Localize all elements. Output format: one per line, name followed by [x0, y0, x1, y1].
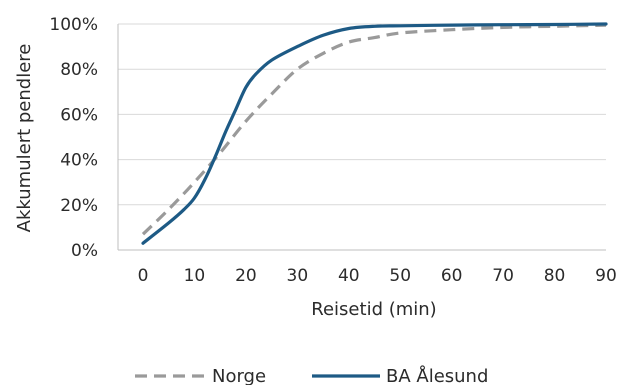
- x-tick-label: 30: [287, 266, 309, 286]
- series-line-norge: [141, 23, 607, 236]
- y-tick-label: 0%: [71, 241, 98, 261]
- tick-label-layer: 0% 20% 40% 60% 80% 100% 0 10 20 30 40 50 60 70 80 90: [49, 15, 616, 286]
- x-tick-label: 20: [235, 266, 257, 286]
- grid-layer: [117, 23, 606, 251]
- legend-label: BA Ålesund: [386, 365, 488, 385]
- y-tick-label: 40%: [60, 151, 98, 171]
- y-axis-title: Akkumulert pendlere: [14, 44, 35, 233]
- x-tick-label: 40: [338, 266, 360, 286]
- x-tick-label: 60: [441, 266, 463, 286]
- x-axis-title: Reisetid (min): [311, 299, 436, 320]
- x-tick-label: 90: [595, 266, 617, 286]
- legend: Norge BA Ålesund: [135, 365, 488, 387]
- x-tick-label: 10: [184, 266, 206, 286]
- x-tick-label: 80: [544, 266, 566, 286]
- legend-label: Norge: [212, 366, 266, 385]
- y-tick-label: 80%: [60, 60, 98, 80]
- y-tick-label: 60%: [60, 105, 98, 125]
- x-tick-label: 0: [138, 266, 149, 286]
- series-line-ba-alesund: [141, 22, 608, 245]
- x-tick-label: 50: [389, 266, 411, 286]
- y-tick-label: 20%: [60, 196, 98, 216]
- x-tick-label: 70: [492, 266, 514, 286]
- y-tick-label: 100%: [49, 15, 98, 35]
- series-layer: [141, 22, 608, 245]
